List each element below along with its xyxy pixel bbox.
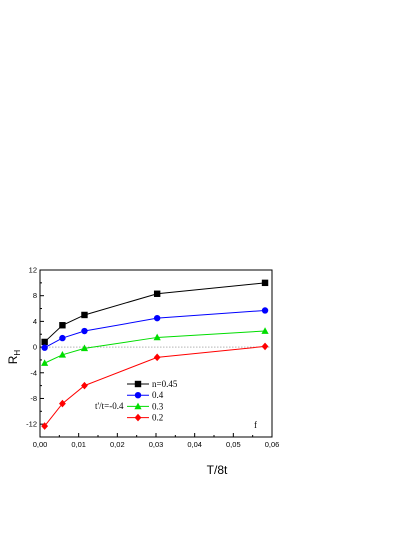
legend-label: 0.2 <box>152 413 163 423</box>
y-tick-label: -8 <box>30 394 37 403</box>
legend-marker <box>134 380 142 388</box>
svg-text:RH: RH <box>6 350 22 365</box>
data-point <box>41 344 48 351</box>
data-point <box>261 342 269 351</box>
y-tick-label: 4 <box>33 317 37 326</box>
series-2 <box>41 327 269 366</box>
x-axis-label: T/8t <box>207 463 228 477</box>
data-point <box>81 327 88 335</box>
x-axis-ticks: 0,00 0,01 0,02 0,03 0,04 0,05 0,06 <box>33 433 280 449</box>
legend-item: 0.2 <box>127 413 163 423</box>
data-point <box>58 350 67 358</box>
x-tick-label: 0,06 <box>265 440 280 449</box>
x-tick-label: 0,05 <box>226 440 241 449</box>
series-3 <box>41 342 269 430</box>
legend: n=0.450.40.3 0.2 <box>127 379 178 423</box>
legend-label: 0.3 <box>152 401 164 411</box>
parameter-annotation: t'/t=-0.4 <box>95 401 124 411</box>
data-point <box>261 327 269 334</box>
series-layer <box>41 279 269 430</box>
y-axis-ticks: 12 8 4 0 -4 -8 -12 <box>26 266 44 438</box>
series-1 <box>41 307 269 351</box>
legend-marker <box>134 392 142 399</box>
y-axis-label-main: R <box>6 355 20 364</box>
series-0 <box>41 279 269 346</box>
data-point <box>81 381 88 390</box>
data-point <box>153 333 161 341</box>
data-point <box>261 307 269 314</box>
panel-letter: f <box>254 420 257 430</box>
data-point <box>261 279 269 287</box>
y-tick-label: -12 <box>26 420 37 429</box>
legend-label: n=0.45 <box>152 379 178 389</box>
data-point <box>59 399 66 408</box>
legend-marker <box>134 402 142 410</box>
x-tick-label: 0,02 <box>110 440 125 449</box>
y-tick-label: 8 <box>33 291 37 300</box>
data-point <box>81 311 88 319</box>
y-tick-label: -4 <box>30 368 37 377</box>
y-axis-label-subscript: H <box>13 350 22 356</box>
legend-marker <box>134 413 142 422</box>
y-tick-label: 12 <box>29 266 37 275</box>
legend-item: n=0.45 <box>127 379 178 389</box>
data-point <box>41 359 49 366</box>
x-tick-label: 0,04 <box>187 440 202 449</box>
data-point <box>153 353 161 362</box>
legend-item: 0.3 <box>127 401 164 411</box>
data-point <box>41 422 49 430</box>
legend-item: 0.4 <box>127 390 164 400</box>
x-tick-label: 0,00 <box>33 440 48 449</box>
y-tick-label: 0 <box>33 343 37 352</box>
x-tick-label: 0,03 <box>149 440 164 449</box>
y-axis-label: RH <box>6 350 22 365</box>
data-point <box>59 334 66 342</box>
data-point <box>153 314 161 322</box>
data-point <box>59 322 66 329</box>
data-point <box>80 344 89 352</box>
x-tick-label: 0,01 <box>71 440 86 449</box>
legend-label: 0.4 <box>152 390 164 400</box>
data-point <box>41 338 48 346</box>
data-point <box>153 290 161 297</box>
